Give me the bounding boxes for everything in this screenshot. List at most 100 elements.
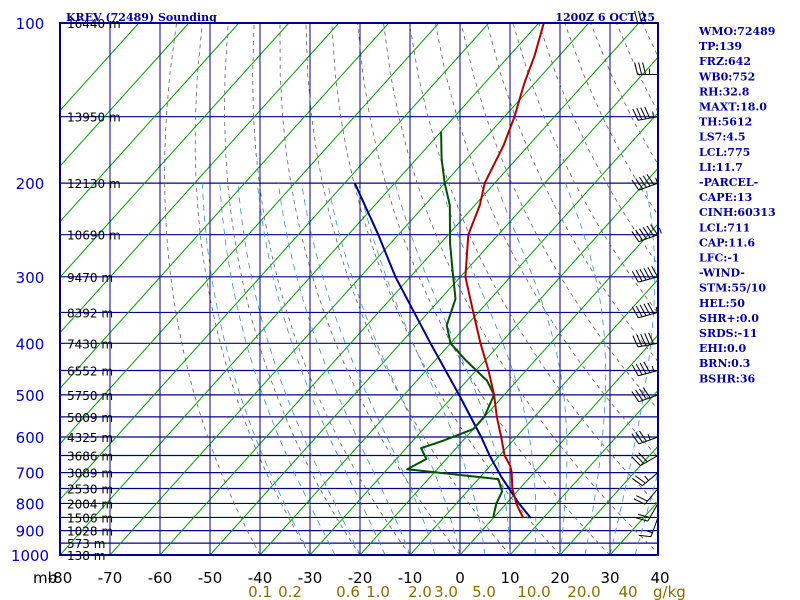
wind-barb [634, 10, 658, 24]
wind-barb [632, 106, 659, 121]
pressure-tick-label: 600 [16, 429, 45, 447]
dry-adiabat [538, 23, 658, 266]
indices-panel: WMO:72489 TP:139 FRZ:642 WB0:752 RH:32.8 MAXT… [698, 25, 776, 385]
wind-barb [632, 332, 659, 348]
moist-adiabat [256, 183, 386, 555]
grid-lines [60, 23, 658, 555]
index-entry: WB0:752 [698, 70, 755, 83]
mixing-ratio-label: 0.2 [278, 583, 302, 600]
temperature-tick-label: 20 [550, 569, 569, 587]
plot-frame [59, 22, 659, 556]
temperature-tick-label: -60 [148, 569, 173, 587]
height-tick-label: 13950 m [67, 111, 121, 125]
wind-barbs [631, 10, 662, 538]
mixing-ratio-label: 0.1 [248, 583, 272, 600]
dry-adiabat [486, 23, 658, 363]
wind-barb [631, 265, 659, 283]
dry-adiabat [279, 23, 461, 555]
index-entry: TH:5612 [699, 116, 752, 129]
moist-adiabat [394, 182, 511, 555]
isotherm-line [60, 23, 340, 334]
dry-adiabat [252, 23, 411, 555]
index-entry: SRDS:-11 [699, 327, 758, 340]
isotherm-line [359, 223, 658, 555]
index-entry: FRZ:642 [699, 55, 751, 68]
pressure-tick-label: 1000 [11, 547, 49, 565]
isotherm-line [60, 23, 490, 501]
isotherm-line [559, 445, 658, 555]
index-entry: BRN:0.3 [699, 357, 750, 370]
index-entry: -PARCEL- [699, 176, 758, 189]
pressure-tick-label: 300 [16, 269, 45, 287]
temperature-tick-label: -80 [48, 569, 73, 587]
station-title: KREV (72489) Sounding [66, 11, 217, 24]
pressure-tick-label: 100 [16, 15, 45, 33]
mixing-ratio-label: 10.0 [517, 583, 550, 600]
mixing-ratio-label: 3.0 [434, 583, 458, 600]
height-tick-label: 4325 m [67, 431, 113, 445]
moist-adiabat [277, 183, 411, 555]
index-entry: WMO:72489 [698, 25, 775, 38]
pressure-tick-label: 900 [16, 523, 45, 541]
dry-adiabat [409, 23, 658, 506]
isotherm-line [259, 112, 658, 555]
height-tick-label: 8392 m [67, 306, 113, 320]
profile-lines [353, 23, 545, 519]
temperature-tick-label: 40 [650, 569, 669, 587]
height-tick-label: 573 m [67, 537, 105, 551]
index-entry: RH:32.8 [699, 85, 750, 98]
height-tick-label: 2004 m [67, 497, 113, 511]
wind-barb [631, 302, 659, 319]
index-entry: SHR+:0.0 [699, 312, 759, 325]
index-entry: LFC:-1 [699, 252, 740, 265]
index-entry: EHI:0.0 [699, 342, 746, 355]
moist-adiabat [237, 183, 361, 555]
dry-adiabat [194, 23, 311, 555]
mixing-ratio-label: 40 [618, 583, 637, 600]
wind-barb [631, 452, 659, 467]
wind-barb [631, 174, 659, 191]
moist-adiabat [301, 183, 436, 555]
wind-barb [631, 224, 662, 243]
dry-adiabat [383, 23, 658, 554]
isotherm-line [60, 23, 290, 278]
wind-barb [631, 430, 659, 445]
index-entry: CINH:60313 [699, 206, 776, 219]
pressure-tick-label: 400 [16, 335, 45, 353]
mixing-ratio-label: 20.0 [567, 583, 600, 600]
temperature-tick-label: -30 [298, 569, 323, 587]
temperature-tick-label: -40 [248, 569, 273, 587]
isotherm-line [60, 23, 390, 390]
dry-adiabat [224, 23, 361, 555]
height-tick-label: 10690 m [67, 229, 121, 243]
sounding-time: 1200Z 6 OCT 25 [555, 11, 655, 24]
mixing-ratio-label: 2.0 [408, 583, 432, 600]
moist-adiabat [634, 471, 658, 555]
parcel-trace [353, 182, 532, 519]
isotherm-line [409, 278, 658, 555]
isotherm-line [109, 23, 590, 555]
wind-barb [635, 503, 659, 522]
isotherm-line [459, 334, 658, 555]
temperature-tick-label: -50 [198, 569, 223, 587]
height-tick-label: 138 m [67, 549, 105, 563]
index-entry: TP:139 [699, 40, 742, 53]
isotherm-line [509, 389, 658, 555]
pressure-tick-label: 800 [16, 495, 45, 513]
isotherm-line [60, 23, 540, 555]
isotherm-line [60, 23, 240, 223]
pressure-tick-label: 200 [16, 175, 45, 193]
height-tick-label: 7430 m [67, 337, 113, 351]
dry-adiabat [331, 23, 561, 555]
height-tick-label: 6552 m [67, 365, 113, 379]
moist-adiabat [495, 182, 568, 555]
index-entry: LCL:711 [699, 221, 750, 234]
height-tick-label: 16440 m [67, 17, 121, 31]
height-tick-label: 1028 m [67, 525, 113, 539]
height-tick-label: 5009 m [67, 411, 113, 425]
pressure-tick-label: 500 [16, 387, 45, 405]
height-tick-label: 5750 m [67, 389, 113, 403]
wind-barb [631, 361, 659, 377]
